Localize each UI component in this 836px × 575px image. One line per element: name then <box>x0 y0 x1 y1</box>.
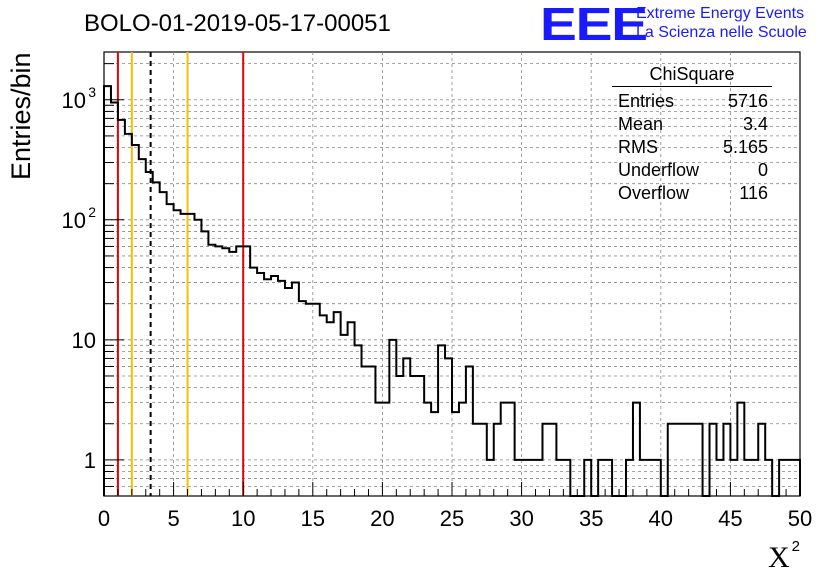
x-tick-label: 35 <box>579 506 603 531</box>
stats-label: Entries <box>618 91 675 111</box>
x-tick-label: 20 <box>370 506 394 531</box>
logo-line1: Extreme Energy Events <box>636 5 805 22</box>
stats-box: ChiSquare Entries 5716 Mean 3.4 RMS 5.165 U… <box>612 64 772 205</box>
stats-label: Mean <box>618 114 664 134</box>
y-tick-label: 10 <box>62 88 86 113</box>
x-tick-label: 0 <box>98 506 110 531</box>
logo-line2: La Scienza nelle Scuole <box>636 24 807 41</box>
y-tick-label: 1 <box>84 448 96 473</box>
x-axis-label-exponent: 2 <box>791 538 801 555</box>
x-tick-label: 30 <box>509 506 533 531</box>
stats-value: 5716 <box>727 91 768 111</box>
stats-label: Underflow <box>618 160 700 180</box>
stats-value: 3.4 <box>742 114 768 134</box>
y-tick-label: 10 <box>62 208 86 233</box>
y-tick-exponent: 3 <box>88 84 96 100</box>
reference-lines <box>116 52 245 496</box>
chart-title: BOLO-01-2019-05-17-00051 <box>84 10 391 37</box>
x-tick-label: 15 <box>301 506 325 531</box>
stats-label: RMS <box>618 137 658 157</box>
eee-logo: EEE <box>540 0 648 50</box>
y-axis-label: Entries/bin <box>6 52 36 180</box>
logo-caption: Extreme Energy Events La Scienza nelle S… <box>636 4 807 42</box>
x-tick-label: 50 <box>788 506 812 531</box>
x-tick-label: 10 <box>231 506 255 531</box>
y-tick-label: 10 <box>72 328 96 353</box>
y-tick-exponent: 2 <box>88 204 96 220</box>
x-axis-label-base: X <box>768 541 790 574</box>
stats-value: 116 <box>739 183 768 203</box>
stats-value: 5.165 <box>722 137 768 157</box>
stats-row: RMS 5.165 <box>612 136 772 159</box>
x-tick-label: 40 <box>649 506 673 531</box>
stats-row: Entries 5716 <box>612 90 772 113</box>
stats-row: Underflow 0 <box>612 159 772 182</box>
x-tick-label: 5 <box>167 506 179 531</box>
x-tick-label: 25 <box>440 506 464 531</box>
stats-row: Overflow 116 <box>612 182 772 205</box>
stats-label: Overflow <box>618 183 690 203</box>
stats-row: Mean 3.4 <box>612 113 772 136</box>
x-tick-label: 45 <box>718 506 742 531</box>
stats-title: ChiSquare <box>612 64 772 87</box>
stats-value: 0 <box>757 160 768 180</box>
histogram-series <box>103 85 801 497</box>
